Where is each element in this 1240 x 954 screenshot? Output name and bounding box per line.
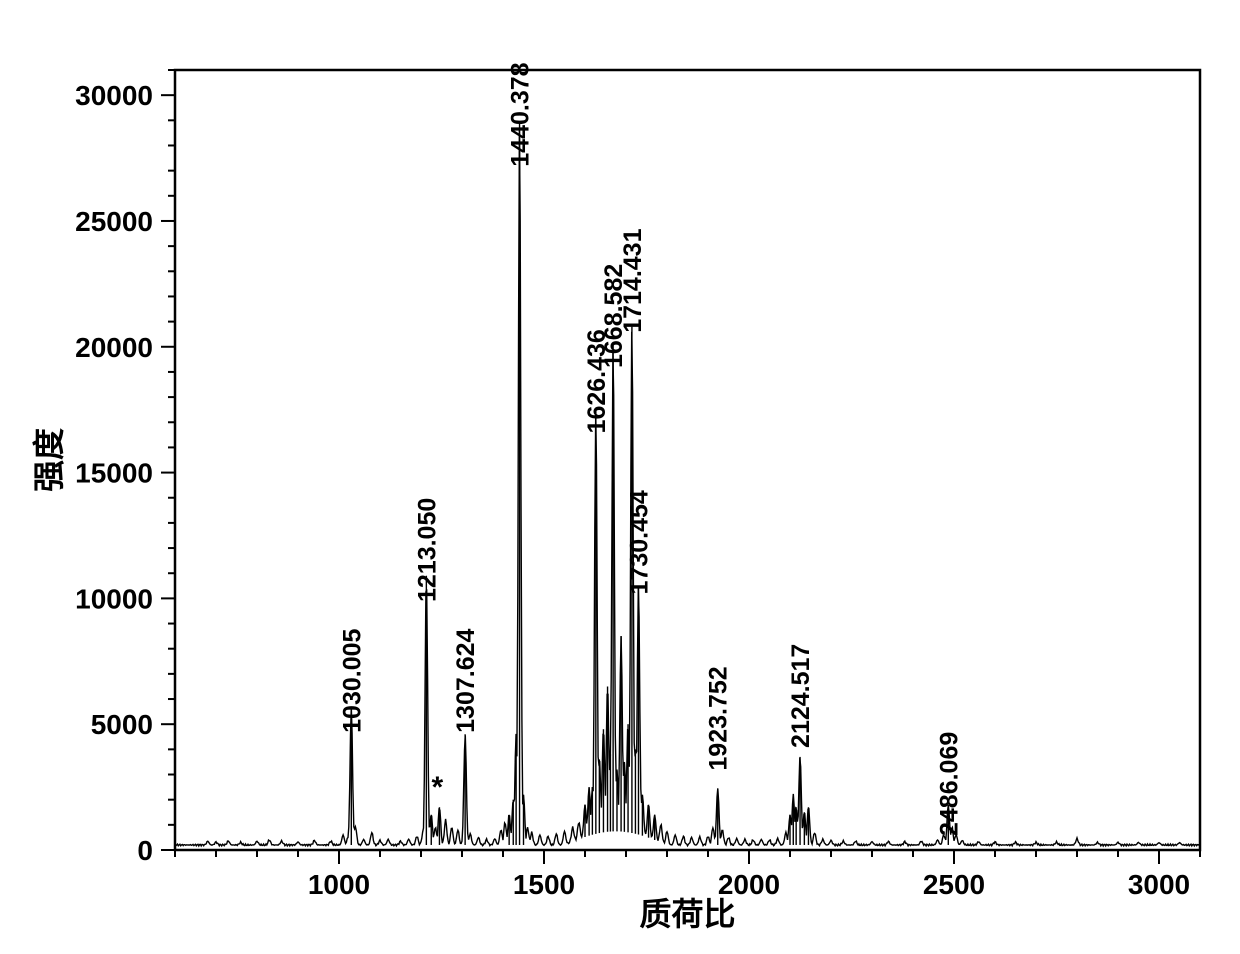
y-tick-label: 30000 — [75, 80, 153, 111]
peak-label: 1307.624 — [452, 628, 480, 732]
peak-label: 1923.752 — [705, 666, 733, 770]
x-tick-label: 1000 — [308, 869, 370, 900]
peak-label: 1730.454 — [625, 490, 653, 594]
peak-label: 1030.005 — [338, 628, 366, 732]
plot-frame — [175, 70, 1200, 850]
y-tick-label: 20000 — [75, 332, 153, 363]
peak-label: 2486.069 — [935, 732, 963, 836]
peak-label: 2124.517 — [787, 644, 815, 748]
y-tick-label: 25000 — [75, 206, 153, 237]
asterisk-marker: * — [432, 771, 444, 804]
x-tick-label: 3000 — [1128, 869, 1190, 900]
x-tick-label: 1500 — [513, 869, 575, 900]
y-tick-label: 5000 — [91, 709, 153, 740]
x-tick-label: 2500 — [923, 869, 985, 900]
y-tick-label: 0 — [137, 835, 153, 866]
y-axis-label: 强度 — [31, 428, 67, 492]
peak-label: 1714.431 — [619, 228, 647, 332]
mass-spectrum-chart: 1000150020002500300005000100001500020000… — [0, 0, 1240, 954]
peak-label: 1213.050 — [413, 498, 441, 602]
peak-label: 1440.378 — [507, 62, 535, 166]
spectrum-trace — [175, 129, 1200, 847]
y-tick-label: 10000 — [75, 583, 153, 614]
x-axis-label: 质荷比 — [639, 896, 735, 932]
y-tick-label: 15000 — [75, 458, 153, 489]
chart-svg: 1000150020002500300005000100001500020000… — [0, 0, 1240, 954]
